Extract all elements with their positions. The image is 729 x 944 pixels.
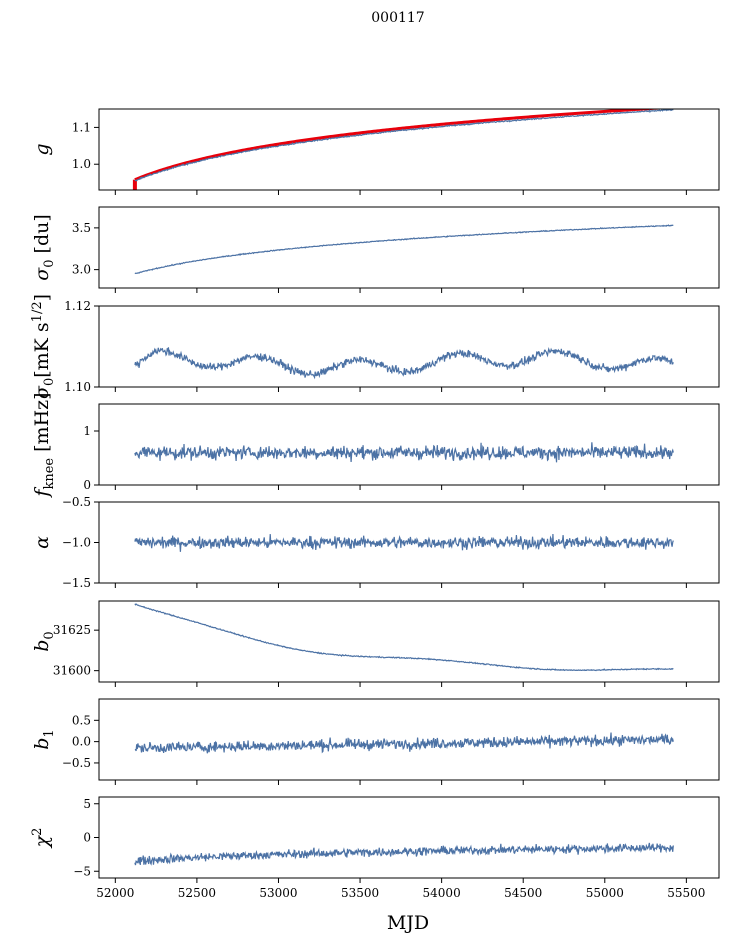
panel-b1: −0.5 0.0 0.5 b1 <box>31 698 720 785</box>
y-tick-label-sigma0_du: 3.0 <box>72 263 91 277</box>
panel-frame-g <box>98 108 720 191</box>
panel-sigma0_du: 3.0 3.5 σ0 [du] <box>31 206 720 293</box>
series-line-chi2 <box>134 842 674 866</box>
y-tick-label-fknee: 0 <box>83 478 91 492</box>
y-tick-label-alpha: −1.0 <box>62 536 91 550</box>
panel-frame-b1 <box>98 698 720 781</box>
y-tick-label-fknee: 1 <box>83 424 91 438</box>
y-tick-label-alpha: −1.5 <box>62 576 91 590</box>
y-axis-label-fknee: fknee [mHz] <box>31 392 57 498</box>
y-axis-label-g: g <box>31 143 53 155</box>
series-line-b1 <box>134 732 674 754</box>
x-tick-label: 55500 <box>667 886 705 900</box>
panel-g: 1.0 1.1 g <box>31 108 720 195</box>
x-tick-label: 53000 <box>259 886 297 900</box>
y-axis-label-sigma0_du: σ0 [du] <box>31 214 57 281</box>
y-tick-label-b0: 31625 <box>53 623 91 637</box>
y-axis-label-b1: b1 <box>31 729 57 749</box>
series-line-g <box>134 109 674 182</box>
y-tick-label-sigma0_mk: 1.12 <box>64 299 91 313</box>
series-line-alpha <box>134 534 674 552</box>
y-tick-label-chi2: 0 <box>83 831 91 845</box>
y-tick-label-b0: 31600 <box>53 664 91 678</box>
y-tick-label-alpha: −0.5 <box>62 495 91 509</box>
panel-chi2: −5 0 5 52000 52500 53000 53500 54000 54500 55000 5… <box>30 796 720 900</box>
x-tick-label: 54000 <box>423 886 461 900</box>
y-axis-label-alpha: α <box>31 536 53 549</box>
figure-title: 000117 <box>371 10 424 26</box>
y-tick-label-chi2: 5 <box>83 797 91 811</box>
y-tick-label-b1: 0.5 <box>72 713 91 727</box>
y-tick-label-b1: −0.5 <box>62 756 91 770</box>
panel-frame-b0 <box>98 600 720 683</box>
x-tick-label: 52000 <box>96 886 134 900</box>
series-line-fknee <box>134 442 674 463</box>
series-line-sigma0_du <box>134 224 674 275</box>
y-axis-label-chi2: χ2 <box>30 828 53 850</box>
panel-frame-sigma0_du <box>98 206 720 289</box>
series-line-b0 <box>134 603 674 672</box>
panel-frame-fknee <box>98 403 720 486</box>
y-tick-label-chi2: −5 <box>73 864 91 878</box>
y-tick-label-sigma0_du: 3.5 <box>72 221 91 235</box>
y-tick-label-g: 1.1 <box>72 120 91 134</box>
y-tick-label-g: 1.0 <box>72 157 91 171</box>
y-tick-label-b1: 0.0 <box>72 735 91 749</box>
y-axis-label-b0: b0 <box>31 631 57 651</box>
panel-frame-sigma0_mk <box>98 305 720 388</box>
x-axis-label: MJD <box>387 912 429 934</box>
reference-line-g <box>134 109 668 182</box>
panel-fknee: 0 1 fknee [mHz] <box>31 392 720 499</box>
panel-frame-chi2 <box>98 796 720 879</box>
y-tick-label-sigma0_mk: 1.10 <box>64 380 91 394</box>
panel-sigma0_mk: 1.10 1.12 σ0[mK s1/2] <box>30 294 720 399</box>
x-tick-label: 52500 <box>178 886 216 900</box>
series-line-sigma0_mk <box>134 346 674 380</box>
panel-alpha: −1.5 −1.0 −0.5 α <box>31 495 720 590</box>
x-tick-label: 53500 <box>341 886 379 900</box>
y-axis-label-sigma0_mk: σ0[mK s1/2] <box>30 294 57 399</box>
x-tick-label: 55000 <box>586 886 624 900</box>
x-tick-label: 54500 <box>504 886 542 900</box>
